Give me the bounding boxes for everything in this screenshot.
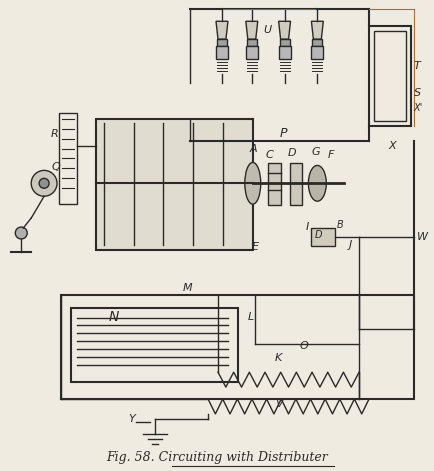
Polygon shape <box>278 21 290 39</box>
Text: L: L <box>247 311 253 322</box>
Text: I: I <box>305 222 308 232</box>
Bar <box>246 39 256 46</box>
Text: R: R <box>51 129 59 138</box>
Polygon shape <box>216 46 227 59</box>
Bar <box>59 113 77 204</box>
Polygon shape <box>216 21 227 39</box>
Circle shape <box>31 171 57 196</box>
Bar <box>217 39 227 46</box>
Text: N: N <box>108 310 119 325</box>
Polygon shape <box>245 46 257 59</box>
Text: J: J <box>349 240 352 250</box>
Circle shape <box>15 227 27 239</box>
Text: X: X <box>388 140 396 151</box>
Text: V: V <box>274 399 282 409</box>
Text: E: E <box>251 242 258 252</box>
Text: U: U <box>263 25 271 35</box>
Text: W: W <box>416 232 427 242</box>
Text: Y: Y <box>128 414 135 424</box>
Polygon shape <box>278 46 290 59</box>
Text: K: K <box>274 353 281 363</box>
Text: Fig. 58. Circuiting with Distributer: Fig. 58. Circuiting with Distributer <box>106 451 327 463</box>
Polygon shape <box>245 21 257 39</box>
Bar <box>267 163 280 205</box>
Bar <box>368 26 410 126</box>
Bar <box>61 295 413 399</box>
Bar <box>311 228 335 246</box>
Text: P: P <box>279 127 286 139</box>
Bar <box>312 39 322 46</box>
Text: T: T <box>413 61 420 71</box>
Bar <box>71 308 237 382</box>
Bar <box>373 31 405 121</box>
Bar <box>95 119 252 250</box>
Text: X': X' <box>413 103 422 113</box>
Polygon shape <box>311 21 322 39</box>
Text: A: A <box>249 145 257 154</box>
Text: D: D <box>314 230 321 240</box>
Text: M: M <box>182 283 191 292</box>
Text: G: G <box>311 147 319 157</box>
Polygon shape <box>311 46 322 59</box>
Text: D: D <box>287 148 296 158</box>
Circle shape <box>39 179 49 188</box>
Ellipse shape <box>308 165 326 201</box>
Bar <box>279 39 289 46</box>
Text: Q: Q <box>51 162 60 172</box>
Text: S: S <box>413 88 420 98</box>
Text: B: B <box>336 220 343 230</box>
Bar <box>289 163 302 205</box>
Text: C: C <box>265 150 273 161</box>
Text: F: F <box>326 150 333 161</box>
Text: O: O <box>299 341 308 351</box>
Ellipse shape <box>244 162 260 204</box>
